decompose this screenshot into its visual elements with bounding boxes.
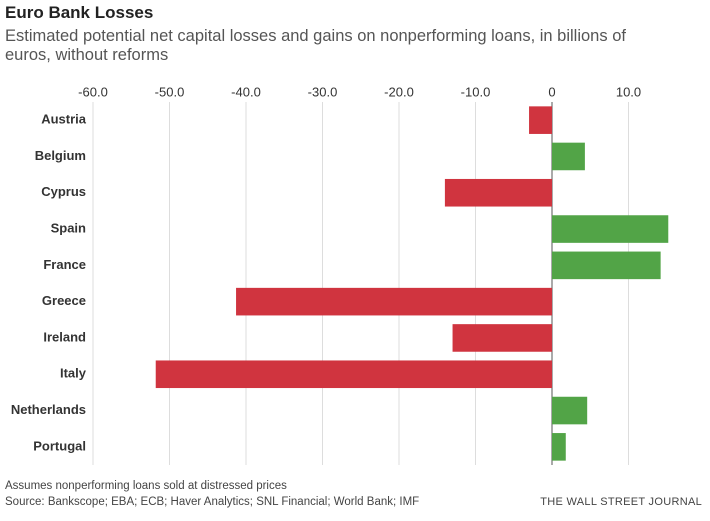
y-tick-label: Portugal xyxy=(33,438,86,453)
x-tick-label: -10.0 xyxy=(461,84,491,99)
x-tick-label: -60.0 xyxy=(78,84,108,99)
x-tick-label: -50.0 xyxy=(155,84,185,99)
y-tick-label: Austria xyxy=(41,112,87,127)
y-tick-label: Netherlands xyxy=(11,402,86,417)
source: Source: Bankscope; EBA; ECB; Haver Analy… xyxy=(5,496,420,508)
bar xyxy=(552,396,588,425)
bar xyxy=(552,433,566,461)
y-tick-label: France xyxy=(43,257,86,272)
y-tick-label: Cyprus xyxy=(41,184,86,199)
chart-subtitle: Estimated potential net capital losses a… xyxy=(5,27,626,64)
chart-title: Euro Bank Losses xyxy=(5,3,154,22)
bar xyxy=(529,106,552,134)
note: Assumes nonperforming loans sold at dist… xyxy=(5,480,287,492)
y-tick-label: Greece xyxy=(42,293,86,308)
x-tick-label: 10.0 xyxy=(616,84,641,99)
y-tick-label: Spain xyxy=(51,220,86,235)
x-tick-label: 0 xyxy=(548,84,555,99)
bar xyxy=(452,324,552,352)
x-tick-label: -30.0 xyxy=(308,84,338,99)
y-tick-label: Belgium xyxy=(35,148,86,163)
chart: -60.0 -50.0 -40.0 -30.0 -20.0 -10.0 0 10.0 Austr… xyxy=(11,84,669,465)
x-tick-label: -20.0 xyxy=(384,84,414,99)
bar xyxy=(155,360,553,389)
bar xyxy=(552,215,669,243)
credit: THE WALL STREET JOURNAL xyxy=(540,496,702,508)
y-tick-label: Italy xyxy=(60,366,87,381)
y-tick-label: Ireland xyxy=(43,329,86,344)
bar xyxy=(236,287,552,316)
bar xyxy=(552,142,585,171)
bar xyxy=(552,251,661,280)
x-tick-label: -40.0 xyxy=(231,84,261,99)
bar xyxy=(444,178,552,207)
